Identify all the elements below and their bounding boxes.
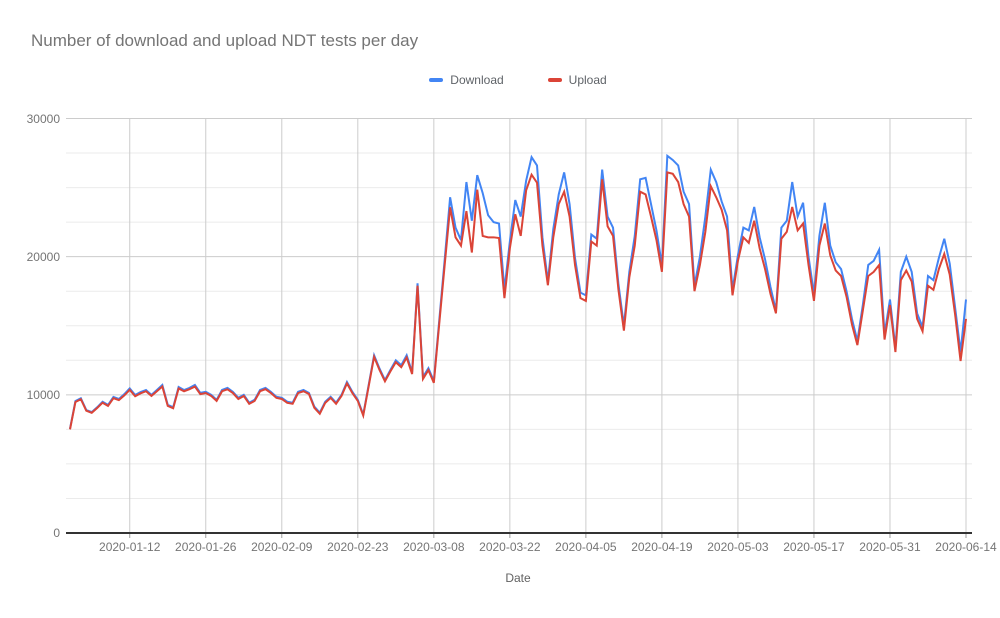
legend-label-upload: Upload <box>568 73 607 87</box>
date-gridlines <box>129 118 967 533</box>
minor-gridlines <box>66 152 972 499</box>
x-tick-label: 2020-02-09 <box>251 540 313 554</box>
legend-item-download: Download <box>429 73 504 87</box>
legend-item-upload: Upload <box>547 73 607 87</box>
x-tick-label: 2020-05-31 <box>859 540 921 554</box>
x-axis-title: Date <box>505 571 531 585</box>
x-tick-label: 2020-04-05 <box>555 540 617 554</box>
download-line <box>69 153 967 429</box>
x-tick-label: 2020-01-26 <box>175 540 237 554</box>
x-tick-label: 2020-05-03 <box>707 540 769 554</box>
x-tick-label: 2020-01-12 <box>99 540 161 554</box>
legend-label-download: Download <box>450 73 504 87</box>
upload-line <box>69 171 967 430</box>
legend: Download Upload <box>70 72 966 88</box>
major-gridlines <box>66 118 972 396</box>
y-tick-label: 0 <box>53 526 60 540</box>
x-tick-label: 2020-02-23 <box>327 540 389 554</box>
x-tick-label: 2020-06-14 <box>935 540 997 554</box>
chart-title: Number of download and upload NDT tests … <box>31 31 419 50</box>
y-tick-label: 10000 <box>26 387 60 402</box>
series-lines <box>69 153 967 430</box>
x-tick-label: 2020-04-19 <box>631 540 693 554</box>
y-tick-label: 20000 <box>26 249 60 264</box>
x-tick-label: 2020-05-17 <box>783 540 845 554</box>
x-tick-label: 2020-03-22 <box>479 540 541 554</box>
upload-series-swatch-icon <box>547 78 562 82</box>
y-tick-label: 30000 <box>26 111 60 126</box>
download-series-swatch-icon <box>429 78 444 82</box>
x-tick-label: 2020-03-08 <box>403 540 465 554</box>
